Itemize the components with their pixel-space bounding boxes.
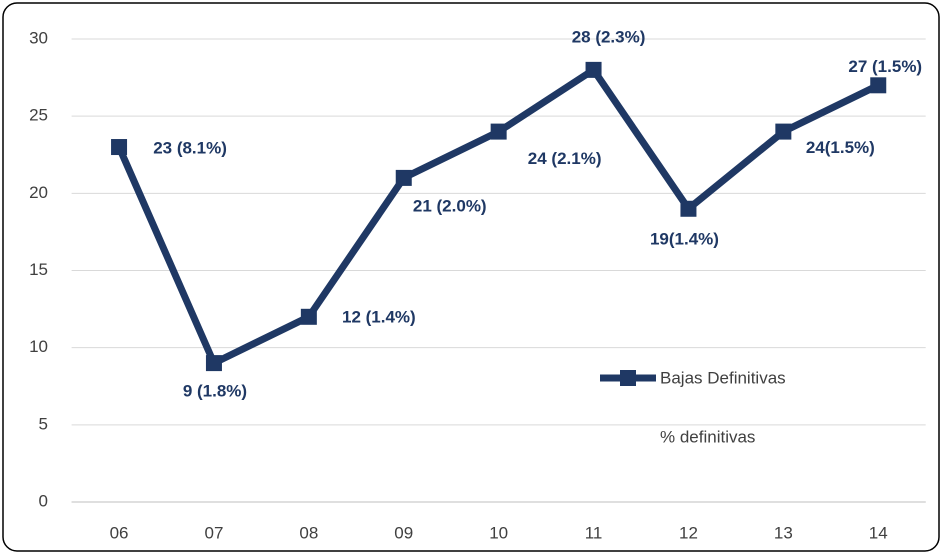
y-tick-label: 15	[29, 260, 48, 279]
legend-marker	[620, 370, 636, 386]
x-tick-label: 11	[585, 523, 603, 542]
data-label: 9 (1.8%)	[183, 382, 247, 401]
data-label: 23 (8.1%)	[153, 139, 227, 158]
marker	[205, 355, 222, 372]
marker	[680, 200, 697, 217]
marker	[300, 308, 317, 325]
x-tick-label: 06	[110, 523, 129, 542]
x-tick-label: 07	[204, 523, 223, 542]
marker	[490, 123, 507, 140]
x-tick-label: 13	[774, 523, 793, 542]
marker	[585, 61, 602, 78]
marker	[870, 77, 887, 94]
y-tick-label: 25	[29, 106, 48, 125]
x-tick-label: 09	[394, 523, 413, 542]
y-tick-label: 5	[39, 414, 48, 433]
y-tick-label: 30	[29, 28, 48, 47]
y-tick-label: 0	[39, 491, 48, 510]
data-label: 24 (2.1%)	[528, 149, 602, 168]
marker	[395, 169, 412, 186]
x-tick-label: 12	[679, 523, 698, 542]
y-tick-label: 20	[29, 183, 48, 202]
x-tick-label: 08	[299, 523, 318, 542]
data-label: 12 (1.4%)	[342, 307, 416, 326]
marker	[111, 139, 128, 156]
y-tick-label: 10	[29, 337, 48, 356]
data-label: 21 (2.0%)	[413, 196, 487, 215]
legend-label: Bajas Definitivas	[660, 368, 786, 387]
x-tick-label: 10	[489, 523, 508, 542]
data-label: 27 (1.5%)	[848, 57, 922, 76]
data-label: 28 (2.3%)	[572, 27, 646, 46]
data-label: 24(1.5%)	[806, 138, 875, 157]
legend-label: % definitivas	[660, 427, 755, 446]
data-label: 19(1.4%)	[650, 229, 719, 248]
x-tick-label: 14	[869, 523, 888, 542]
marker	[775, 123, 792, 140]
